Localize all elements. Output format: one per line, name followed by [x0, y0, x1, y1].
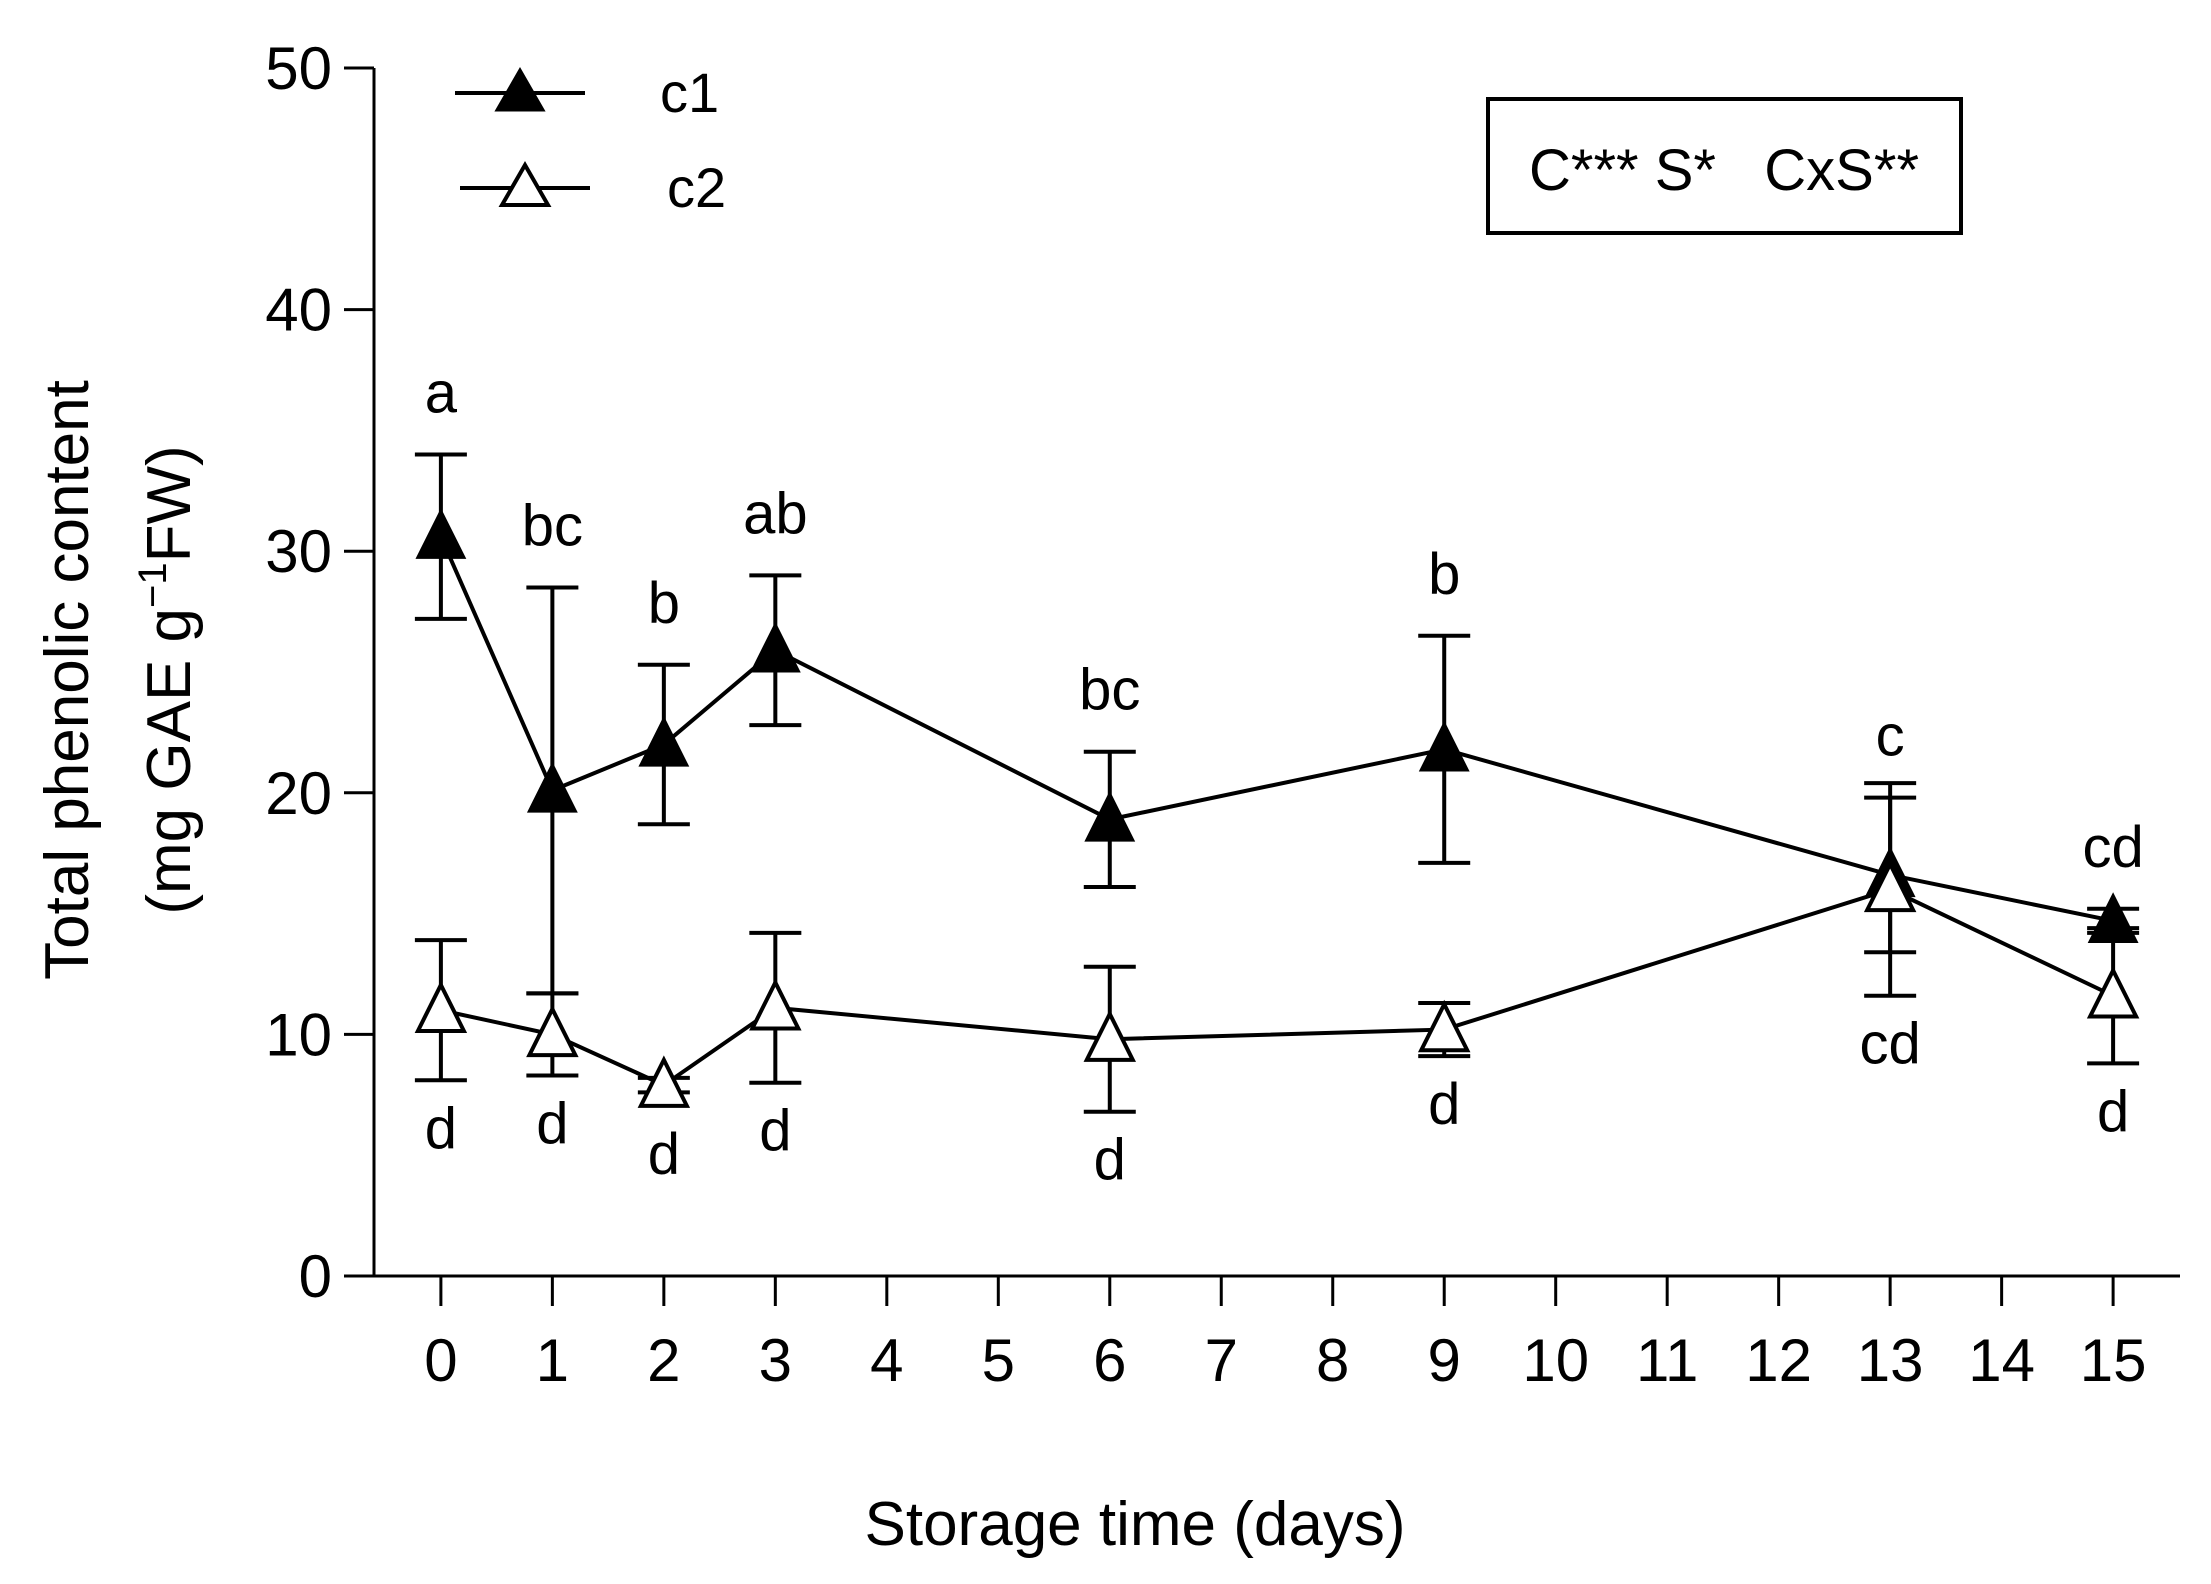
letter-c2-2: d	[648, 1122, 680, 1187]
letter-c2-1: d	[536, 1091, 568, 1156]
stats-box	[1486, 97, 1963, 235]
x-tick-label-12: 12	[1745, 1327, 1812, 1394]
series-c1	[414, 452, 2140, 996]
x-tick-label-6: 6	[1093, 1327, 1126, 1394]
data-point-c1-9	[1418, 720, 1470, 772]
y-tick-label-50: 50	[265, 35, 332, 102]
x-tick-label-7: 7	[1205, 1327, 1238, 1394]
x-tick-label-13: 13	[1857, 1327, 1924, 1394]
letter-c1-1: bc	[522, 493, 583, 558]
x-tick-label-5: 5	[982, 1327, 1015, 1394]
letter-c1-2: b	[648, 571, 680, 636]
data-point-c2-2	[637, 1055, 691, 1108]
x-tick-label-10: 10	[1522, 1327, 1589, 1394]
letter-c1-6: bc	[1079, 658, 1140, 723]
letter-c2-3: d	[759, 1099, 791, 1164]
y-tick-label-30: 30	[265, 518, 332, 585]
y-tick-label-20: 20	[265, 760, 332, 827]
y-tick-label-0: 0	[299, 1243, 332, 1310]
data-point-c2-15	[2086, 965, 2140, 1019]
x-tick-label-0: 0	[424, 1327, 457, 1394]
x-tick-label-1: 1	[536, 1327, 569, 1394]
legend-entry-c1: c1	[455, 61, 719, 124]
letter-c1-13: c	[1876, 704, 1905, 769]
x-tick-label-14: 14	[1968, 1327, 2035, 1394]
data-point-c1-2	[638, 715, 690, 767]
letter-c1-0: a	[425, 361, 458, 426]
y-axis-title-suffix: FW)	[135, 445, 204, 562]
legend-entry-c2: c2	[460, 156, 726, 219]
legend-marker-c2	[498, 160, 552, 207]
x-tick-label-4: 4	[870, 1327, 903, 1394]
legend-marker-c1	[494, 66, 546, 112]
series-layer	[414, 452, 2140, 1114]
letter-c1-15: cd	[2082, 815, 2143, 880]
data-point-c2-1	[526, 1004, 579, 1058]
letter-c1-9: b	[1428, 542, 1460, 607]
series-c2	[414, 781, 2140, 1114]
letter-c2-6: d	[1094, 1128, 1126, 1193]
data-point-c2-0	[414, 980, 468, 1033]
x-tick-label-11: 11	[1636, 1327, 1698, 1394]
legend-label-c2: c2	[667, 156, 726, 219]
data-point-c1-0	[415, 508, 467, 559]
series-line-c1	[439, 535, 2114, 923]
letter-c2-13: cd	[1860, 1012, 1921, 1077]
x-tick-label-15: 15	[2080, 1327, 2147, 1394]
legend-label-c1: c1	[660, 61, 719, 124]
data-point-c2-13	[1863, 859, 1917, 913]
data-point-c2-9	[1417, 999, 1471, 1053]
y-axis-title-line1: Total phenolic content	[33, 380, 102, 980]
letter-c2-9: d	[1428, 1072, 1460, 1137]
data-point-c2-6	[1083, 1009, 1137, 1062]
letter-c1-3: ab	[743, 481, 808, 546]
y-axis-title-prefix: (mg GAE g	[135, 608, 204, 915]
x-tick-label-9: 9	[1428, 1327, 1461, 1394]
y-axis-title-superscript: −1	[131, 562, 175, 608]
y-tick-label-10: 10	[265, 1001, 332, 1068]
legend: c1 c2	[455, 61, 726, 219]
data-point-c1-1	[526, 761, 578, 813]
data-point-c1-3	[749, 621, 801, 673]
x-tick-label-8: 8	[1316, 1327, 1349, 1394]
x-tick-label-3: 3	[759, 1327, 792, 1394]
x-axis-title: Storage time (days)	[865, 1490, 1406, 1559]
stats-annotation: C*** S* CxS**	[1486, 97, 1963, 235]
x-tick-label-2: 2	[647, 1327, 680, 1394]
y-axis-title-line2: (mg GAE g−1FW)	[131, 445, 204, 914]
y-tick-label-40: 40	[265, 277, 332, 344]
letter-c2-15: d	[2097, 1079, 2129, 1144]
stats-text: C*** S* CxS**	[1529, 138, 1919, 203]
letter-c2-0: d	[425, 1096, 457, 1161]
data-point-c1-6	[1084, 790, 1136, 842]
data-point-c2-3	[749, 978, 802, 1031]
